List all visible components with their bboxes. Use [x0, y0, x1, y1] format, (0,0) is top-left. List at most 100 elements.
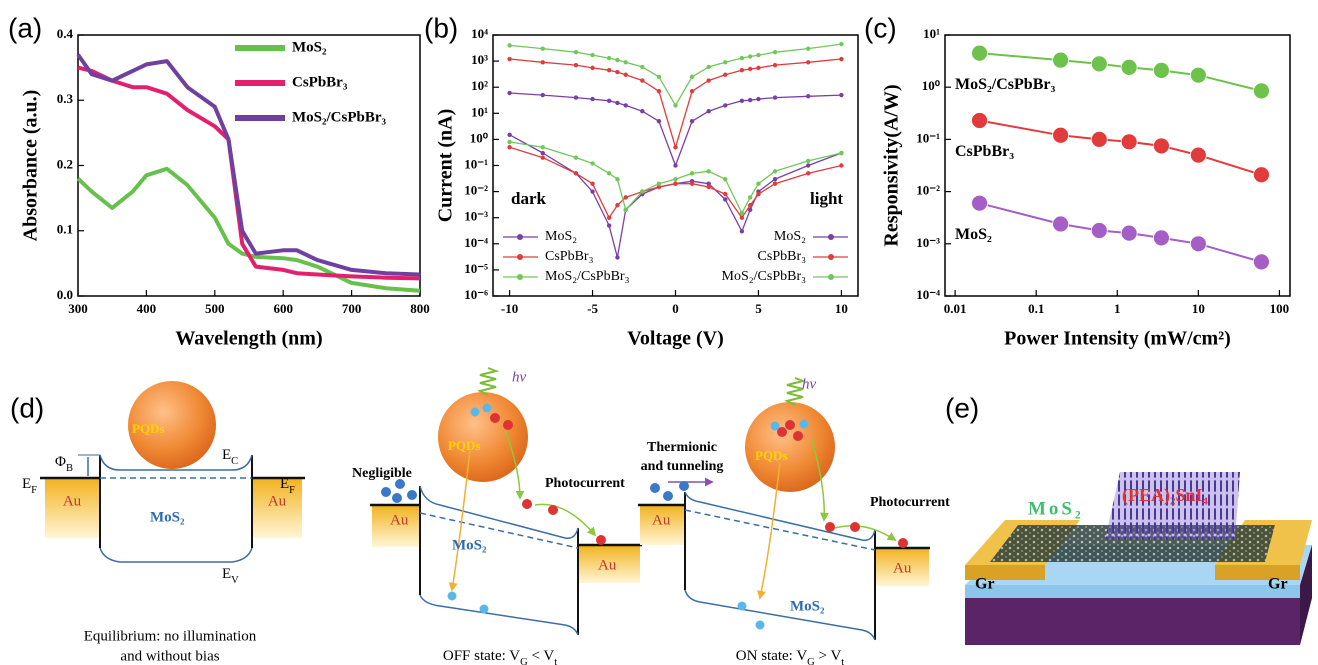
data-point [1053, 216, 1069, 232]
data-point [640, 189, 644, 193]
text-part: E [280, 476, 289, 492]
legend-label: CsPbBr₃ [545, 249, 594, 264]
panel-label: (c) [864, 12, 897, 43]
caption: Equilibrium: no illumination [84, 628, 257, 644]
y-tick-label: 10⁰ [922, 78, 941, 93]
data-point [740, 56, 744, 60]
data-point [706, 65, 710, 69]
y-tick-label: 10⁻³ [916, 235, 940, 250]
data-point [706, 169, 710, 173]
y-tick-label: 10⁻² [916, 183, 940, 198]
y-tick-label: 10¹ [471, 104, 488, 119]
x-tick-label: 400 [137, 301, 157, 316]
y-tick-label: 10⁻⁶ [464, 287, 488, 302]
data-point [839, 163, 843, 167]
data-point [541, 46, 545, 50]
perovskite [1105, 472, 1240, 540]
photon-label: hν [512, 369, 527, 385]
conduction-band [685, 492, 875, 540]
y-tick-label: 10⁴ [471, 26, 488, 41]
x-tick-label: 5 [755, 301, 762, 316]
metal-label: Au [390, 512, 409, 528]
x-tick-label: 1 [1114, 301, 1121, 316]
data-point [507, 140, 511, 144]
data-point [1121, 59, 1137, 75]
data-point [640, 109, 644, 113]
metal-label: Au [893, 560, 912, 576]
data-point [756, 192, 760, 196]
data-point [615, 255, 619, 259]
data-point [756, 53, 760, 57]
data-point [972, 45, 988, 61]
data-point [773, 50, 777, 54]
legend-label: CsPbBr₃ [292, 74, 348, 90]
channel-label: MoS₂ [452, 537, 487, 553]
data-point [673, 103, 677, 107]
data-point [1190, 236, 1206, 252]
data-point [773, 177, 777, 181]
data-point [806, 94, 810, 98]
y-tick-label: 10⁰ [470, 130, 489, 145]
particle-label: PQDs [448, 438, 481, 453]
data-point [972, 113, 988, 129]
y-axis-label: Responsivity(A/W) [881, 84, 903, 246]
note: Thermionic [647, 440, 717, 455]
data-point [1053, 52, 1069, 68]
data-point [1253, 83, 1269, 99]
legend-title: light [810, 189, 843, 208]
text-part: E [222, 447, 231, 463]
data-point [574, 95, 578, 99]
data-point [748, 98, 752, 102]
data-point [748, 67, 752, 71]
data-point [706, 185, 710, 189]
text-part: ON state: V [736, 648, 808, 664]
data-point [1153, 138, 1169, 154]
data-point [723, 73, 727, 77]
legend-marker [517, 274, 523, 280]
y-tick-label: 10⁻⁴ [916, 287, 940, 302]
dielectric [965, 585, 1300, 598]
photon-wave [787, 378, 803, 405]
data-point [624, 60, 628, 64]
subscript: F [289, 485, 295, 496]
valence-band [685, 590, 875, 640]
data-point [607, 171, 611, 175]
absorber-label: (PEA)₂SnI₄ [1122, 485, 1208, 506]
legend-label: MoS₂/CsPbBr₃ [545, 269, 630, 284]
y-tick-label: 0.1 [57, 222, 73, 237]
data-point [1253, 167, 1269, 183]
series-line [980, 121, 1262, 175]
y-axis-label: Current (nA) [435, 109, 457, 223]
data-point [541, 60, 545, 64]
x-tick-label: 600 [273, 301, 293, 316]
data-point [723, 192, 727, 196]
data-point [673, 145, 677, 149]
particle-label: PQDs [132, 421, 165, 436]
data-point [756, 182, 760, 186]
diagram-equilibrium: (d) PQDs ΦB EF EF EC EV Au Au MoS₂ Equil… [10, 381, 305, 664]
data-point [657, 182, 661, 186]
metal-label: Au [652, 512, 671, 528]
channel-label: MoS₂ [790, 598, 825, 614]
data-point [1091, 222, 1107, 238]
data-point [507, 133, 511, 137]
data-point [657, 119, 661, 123]
data-point [690, 75, 694, 79]
x-tick-label: 500 [205, 301, 225, 316]
data-point [748, 195, 752, 199]
data-point [590, 53, 594, 57]
y-tick-label: 10³ [471, 52, 488, 67]
legend-marker [828, 234, 834, 240]
data-point [756, 66, 760, 70]
x-tick-label: 0.1 [1028, 301, 1044, 316]
data-point [706, 109, 710, 113]
data-point [1153, 62, 1169, 78]
x-tick-label: 0.01 [944, 301, 967, 316]
data-point [740, 68, 744, 72]
data-point [590, 182, 594, 186]
photon-wave [480, 368, 496, 395]
transfer-arrow [535, 504, 595, 535]
figure: (d) PQDs ΦB EF EF EC EV Au Au MoS₂ Equil… [0, 0, 1318, 665]
data-point [723, 60, 727, 64]
data-point [507, 91, 511, 95]
